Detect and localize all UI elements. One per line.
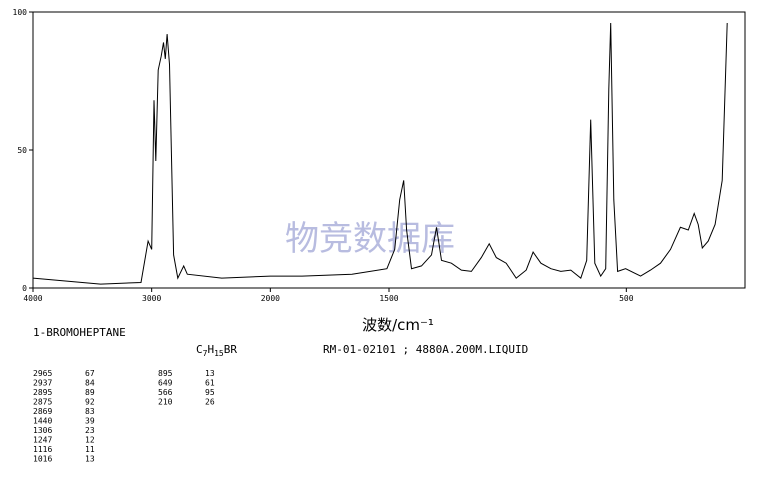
peak-wavenumber: 2965 <box>33 369 52 378</box>
peak-intensity: 84 <box>85 379 95 388</box>
peak-wavenumber: 1247 <box>33 436 52 445</box>
watermark: 物竞数据库 <box>285 219 455 259</box>
x-tick-label: 500 <box>619 294 634 303</box>
peak-intensity: 11 <box>85 445 95 454</box>
compound-name: 1-BROMOHEPTANE <box>33 326 126 339</box>
y-tick-label: 50 <box>17 146 27 155</box>
peak-wavenumber: 566 <box>158 388 173 397</box>
peak-wavenumber: 2875 <box>33 398 52 407</box>
x-tick-label: 2000 <box>261 294 280 303</box>
peak-wavenumber: 895 <box>158 369 173 378</box>
peak-intensity: 95 <box>205 388 215 397</box>
peak-intensity: 61 <box>205 379 215 388</box>
peak-intensity: 26 <box>205 398 215 407</box>
y-tick-label: 100 <box>13 8 28 17</box>
peak-wavenumber: 2895 <box>33 388 52 397</box>
x-tick-label: 3000 <box>142 294 161 303</box>
peak-intensity: 13 <box>205 369 215 378</box>
x-tick-label: 1500 <box>379 294 398 303</box>
y-tick-label: 0 <box>22 284 27 293</box>
formula-sub: 15 <box>214 349 224 358</box>
peak-wavenumber: 2937 <box>33 379 52 388</box>
peak-intensity: 83 <box>85 407 95 416</box>
peak-wavenumber: 1440 <box>33 417 52 426</box>
peak-intensity: 13 <box>85 455 95 464</box>
spectrum-line <box>32 22 728 285</box>
peak-wavenumber: 210 <box>158 398 173 407</box>
formula-part: C <box>196 343 203 356</box>
peak-intensity: 23 <box>85 426 95 435</box>
peak-intensity: 12 <box>85 436 95 445</box>
peak-wavenumber: 1016 <box>33 455 52 464</box>
peak-wavenumber: 1306 <box>33 426 52 435</box>
peak-intensity: 67 <box>85 369 95 378</box>
reference: RM-01-02101 ; 4880A.200M.LIQUID <box>323 343 528 356</box>
formula-part: H <box>207 343 214 356</box>
peak-intensity: 92 <box>85 398 95 407</box>
x-tick-label: 4000 <box>23 294 42 303</box>
peak-intensity: 89 <box>85 388 95 397</box>
formula: C7H15BR <box>196 343 237 358</box>
peak-wavenumber: 1116 <box>33 445 52 454</box>
formula-part: BR <box>224 343 238 356</box>
formula-sub: 7 <box>203 349 208 358</box>
peak-wavenumber: 649 <box>158 379 173 388</box>
peak-intensity: 39 <box>85 417 95 426</box>
x-axis-label: 波数/cm⁻¹ <box>362 316 434 334</box>
peak-wavenumber: 2869 <box>33 407 52 416</box>
